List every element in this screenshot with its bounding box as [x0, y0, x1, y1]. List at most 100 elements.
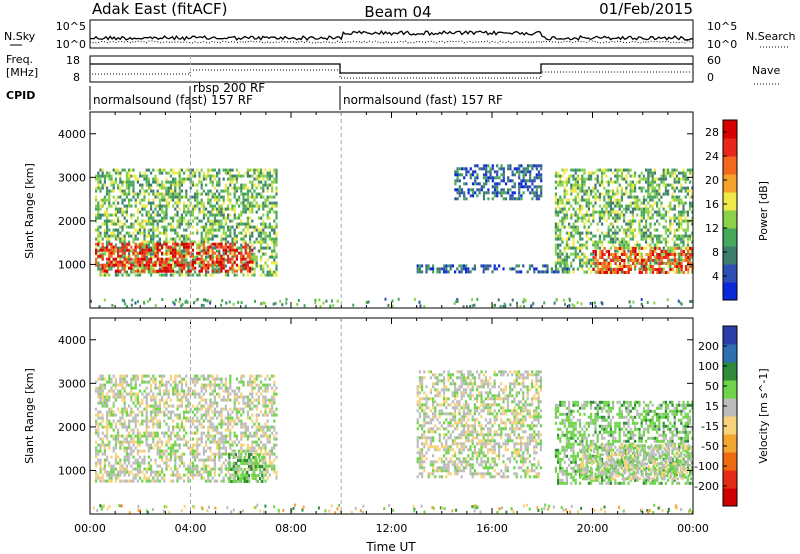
heat-cell — [218, 198, 221, 202]
heat-cell — [658, 253, 661, 256]
heat-cell — [456, 267, 459, 271]
heat-cell — [244, 231, 247, 235]
heat-cell — [634, 171, 637, 175]
heat-cell — [491, 197, 494, 201]
heat-cell — [623, 213, 626, 217]
heat-cell — [136, 195, 139, 199]
heat-cell — [572, 252, 575, 256]
heat-cell — [114, 245, 117, 249]
heat-cell — [117, 383, 120, 387]
heat-cell — [183, 266, 186, 270]
heat-cell — [579, 234, 582, 238]
heat-cell — [649, 210, 652, 214]
heat-cell — [209, 301, 212, 305]
heat-cell — [172, 404, 175, 408]
heat-cell — [649, 267, 652, 271]
heat-cell — [99, 246, 102, 250]
heat-cell — [262, 219, 265, 223]
heat-cell — [165, 467, 168, 471]
heat-cell — [264, 180, 267, 184]
heat-cell — [489, 264, 492, 268]
heat-cell — [117, 407, 120, 411]
heat-cell — [609, 180, 612, 184]
heat-cell — [273, 177, 276, 181]
heat-cell — [502, 179, 505, 183]
heat-cell — [642, 210, 645, 214]
heat-cell — [95, 479, 98, 483]
heat-cell — [263, 301, 266, 305]
heat-cell — [136, 257, 139, 261]
heat-cell — [579, 207, 582, 211]
heat-cell — [101, 201, 104, 205]
heat-cell — [112, 183, 115, 187]
heat-cell — [117, 428, 120, 432]
heat-cell — [678, 195, 681, 199]
heat-cell — [143, 204, 146, 208]
heat-cell — [689, 258, 692, 262]
heat-cell — [191, 174, 194, 178]
heat-cell — [163, 225, 166, 229]
heat-cell — [242, 174, 245, 178]
heat-cell — [130, 261, 133, 265]
heat-cell — [391, 299, 394, 303]
heat-cell — [233, 267, 236, 271]
heat-cell — [554, 213, 557, 217]
heat-cell — [172, 479, 175, 483]
heat-cell — [114, 446, 117, 450]
heat-cell — [253, 255, 256, 259]
heat-cell — [101, 413, 104, 417]
heat-cell — [178, 195, 181, 199]
heat-cell — [187, 401, 190, 405]
heat-cell — [667, 249, 670, 253]
heat-cell — [574, 225, 577, 229]
heat-cell — [108, 464, 111, 468]
heat-cell — [136, 479, 139, 483]
heat-cell — [136, 461, 139, 465]
heat-cell — [612, 207, 615, 211]
heat-cell — [576, 216, 579, 220]
heat-cell — [605, 168, 608, 172]
heat-cell — [178, 404, 181, 408]
heat-cell — [117, 389, 120, 393]
heat-cell — [561, 240, 564, 244]
heat-cell — [185, 419, 188, 423]
heat-cell — [174, 389, 177, 393]
heat-cell — [609, 213, 612, 217]
heat-cell — [565, 192, 568, 196]
heat-cell — [205, 246, 208, 250]
heat-cell — [99, 168, 102, 172]
heat-cell — [139, 422, 142, 426]
heat-cell — [99, 479, 102, 483]
heat-cell — [605, 268, 608, 271]
heat-cell — [253, 225, 256, 229]
heat-cell — [523, 305, 526, 308]
heat-cell — [581, 231, 584, 235]
heat-cell — [640, 302, 643, 306]
heat-cell — [119, 434, 122, 438]
heat-cell — [596, 265, 600, 268]
heat-cell — [220, 195, 223, 199]
heat-cell — [634, 186, 637, 190]
heat-cell — [515, 270, 518, 274]
heat-cell — [649, 186, 652, 190]
heat-cell — [625, 207, 628, 211]
heat-cell — [603, 216, 606, 220]
heat-cell — [583, 216, 586, 220]
heat-cell — [592, 256, 595, 259]
heat-cell — [165, 260, 168, 264]
heat-cell — [594, 177, 597, 181]
heat-cell — [187, 419, 190, 423]
heat-cell — [618, 216, 621, 220]
heat-cell — [145, 395, 148, 399]
heat-cell — [128, 392, 131, 396]
heat-cell — [531, 264, 534, 268]
heat-cell — [163, 186, 166, 190]
heat-cell — [563, 264, 566, 268]
heat-cell — [110, 267, 113, 271]
heat-cell — [125, 428, 128, 432]
heat-cell — [554, 222, 557, 226]
heat-cell — [218, 260, 221, 264]
heat-cell — [180, 183, 183, 187]
heat-cell — [318, 298, 321, 302]
